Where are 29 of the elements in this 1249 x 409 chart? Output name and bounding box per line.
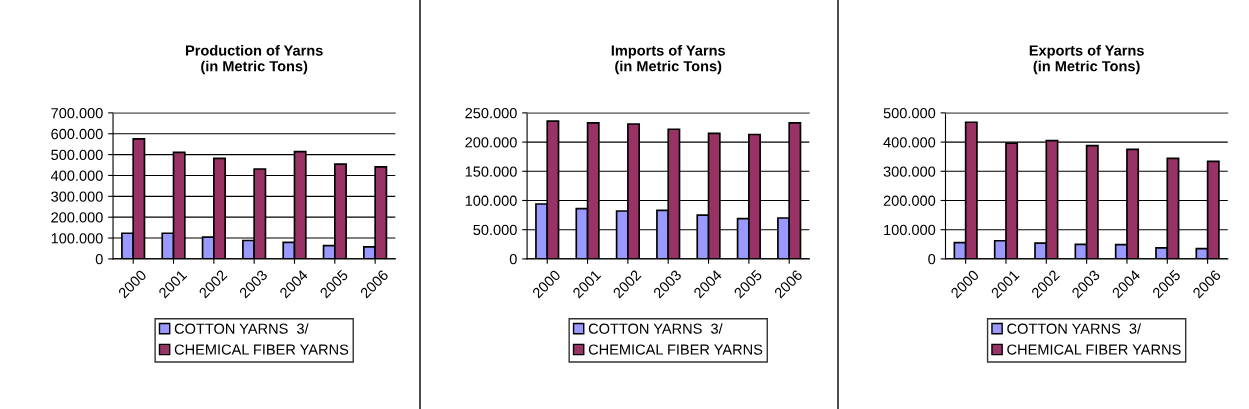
chart-title: Imports of Yarns (in Metric Tons) bbox=[611, 44, 726, 75]
y-tick-label: 600.000 bbox=[51, 128, 103, 140]
y-tick-label: 50.000 bbox=[473, 224, 517, 236]
y-tick-label: 250.000 bbox=[465, 107, 517, 119]
y-tick-label: 200.000 bbox=[883, 195, 936, 206]
y-tick-label: 200.000 bbox=[465, 137, 517, 148]
y-tick-label: 0 bbox=[95, 254, 103, 265]
y-tick-label: 0 bbox=[928, 254, 936, 265]
legend-label: CHEMICAL FIBER YARNS bbox=[588, 344, 763, 355]
y-tick-label: 100.000 bbox=[884, 224, 936, 236]
legend-label: COTTON YARNS 3/ bbox=[1007, 323, 1142, 334]
y-tick-label: 150.000 bbox=[465, 166, 517, 177]
y-tick-label: 300.000 bbox=[51, 191, 103, 202]
y-tick-label: 500.000 bbox=[51, 149, 103, 161]
legend-label: CHEMICAL FIBER YARNS bbox=[174, 344, 349, 355]
y-tick-label: 400.000 bbox=[50, 170, 103, 181]
legend-label: CHEMICAL FIBER YARNS bbox=[1007, 344, 1181, 355]
legend-label: COTTON YARNS 3/ bbox=[174, 323, 309, 334]
y-tick-label: 100.000 bbox=[465, 195, 517, 206]
y-tick-label: 700.000 bbox=[51, 107, 103, 119]
y-tick-label: 0 bbox=[509, 254, 517, 265]
legend-label: COTTON YARNS 3/ bbox=[588, 323, 723, 334]
y-tick-label: 100.000 bbox=[51, 233, 103, 244]
y-tick-label: 200.000 bbox=[51, 212, 103, 223]
chart-title: Exports of Yarns (in Metric Tons) bbox=[1029, 44, 1144, 75]
chart-title: Production of Yarns (in Metric Tons) bbox=[186, 44, 323, 75]
y-tick-label: 300.000 bbox=[883, 166, 936, 177]
y-tick-label: 500.000 bbox=[883, 107, 936, 119]
y-tick-label: 400.000 bbox=[883, 137, 936, 148]
